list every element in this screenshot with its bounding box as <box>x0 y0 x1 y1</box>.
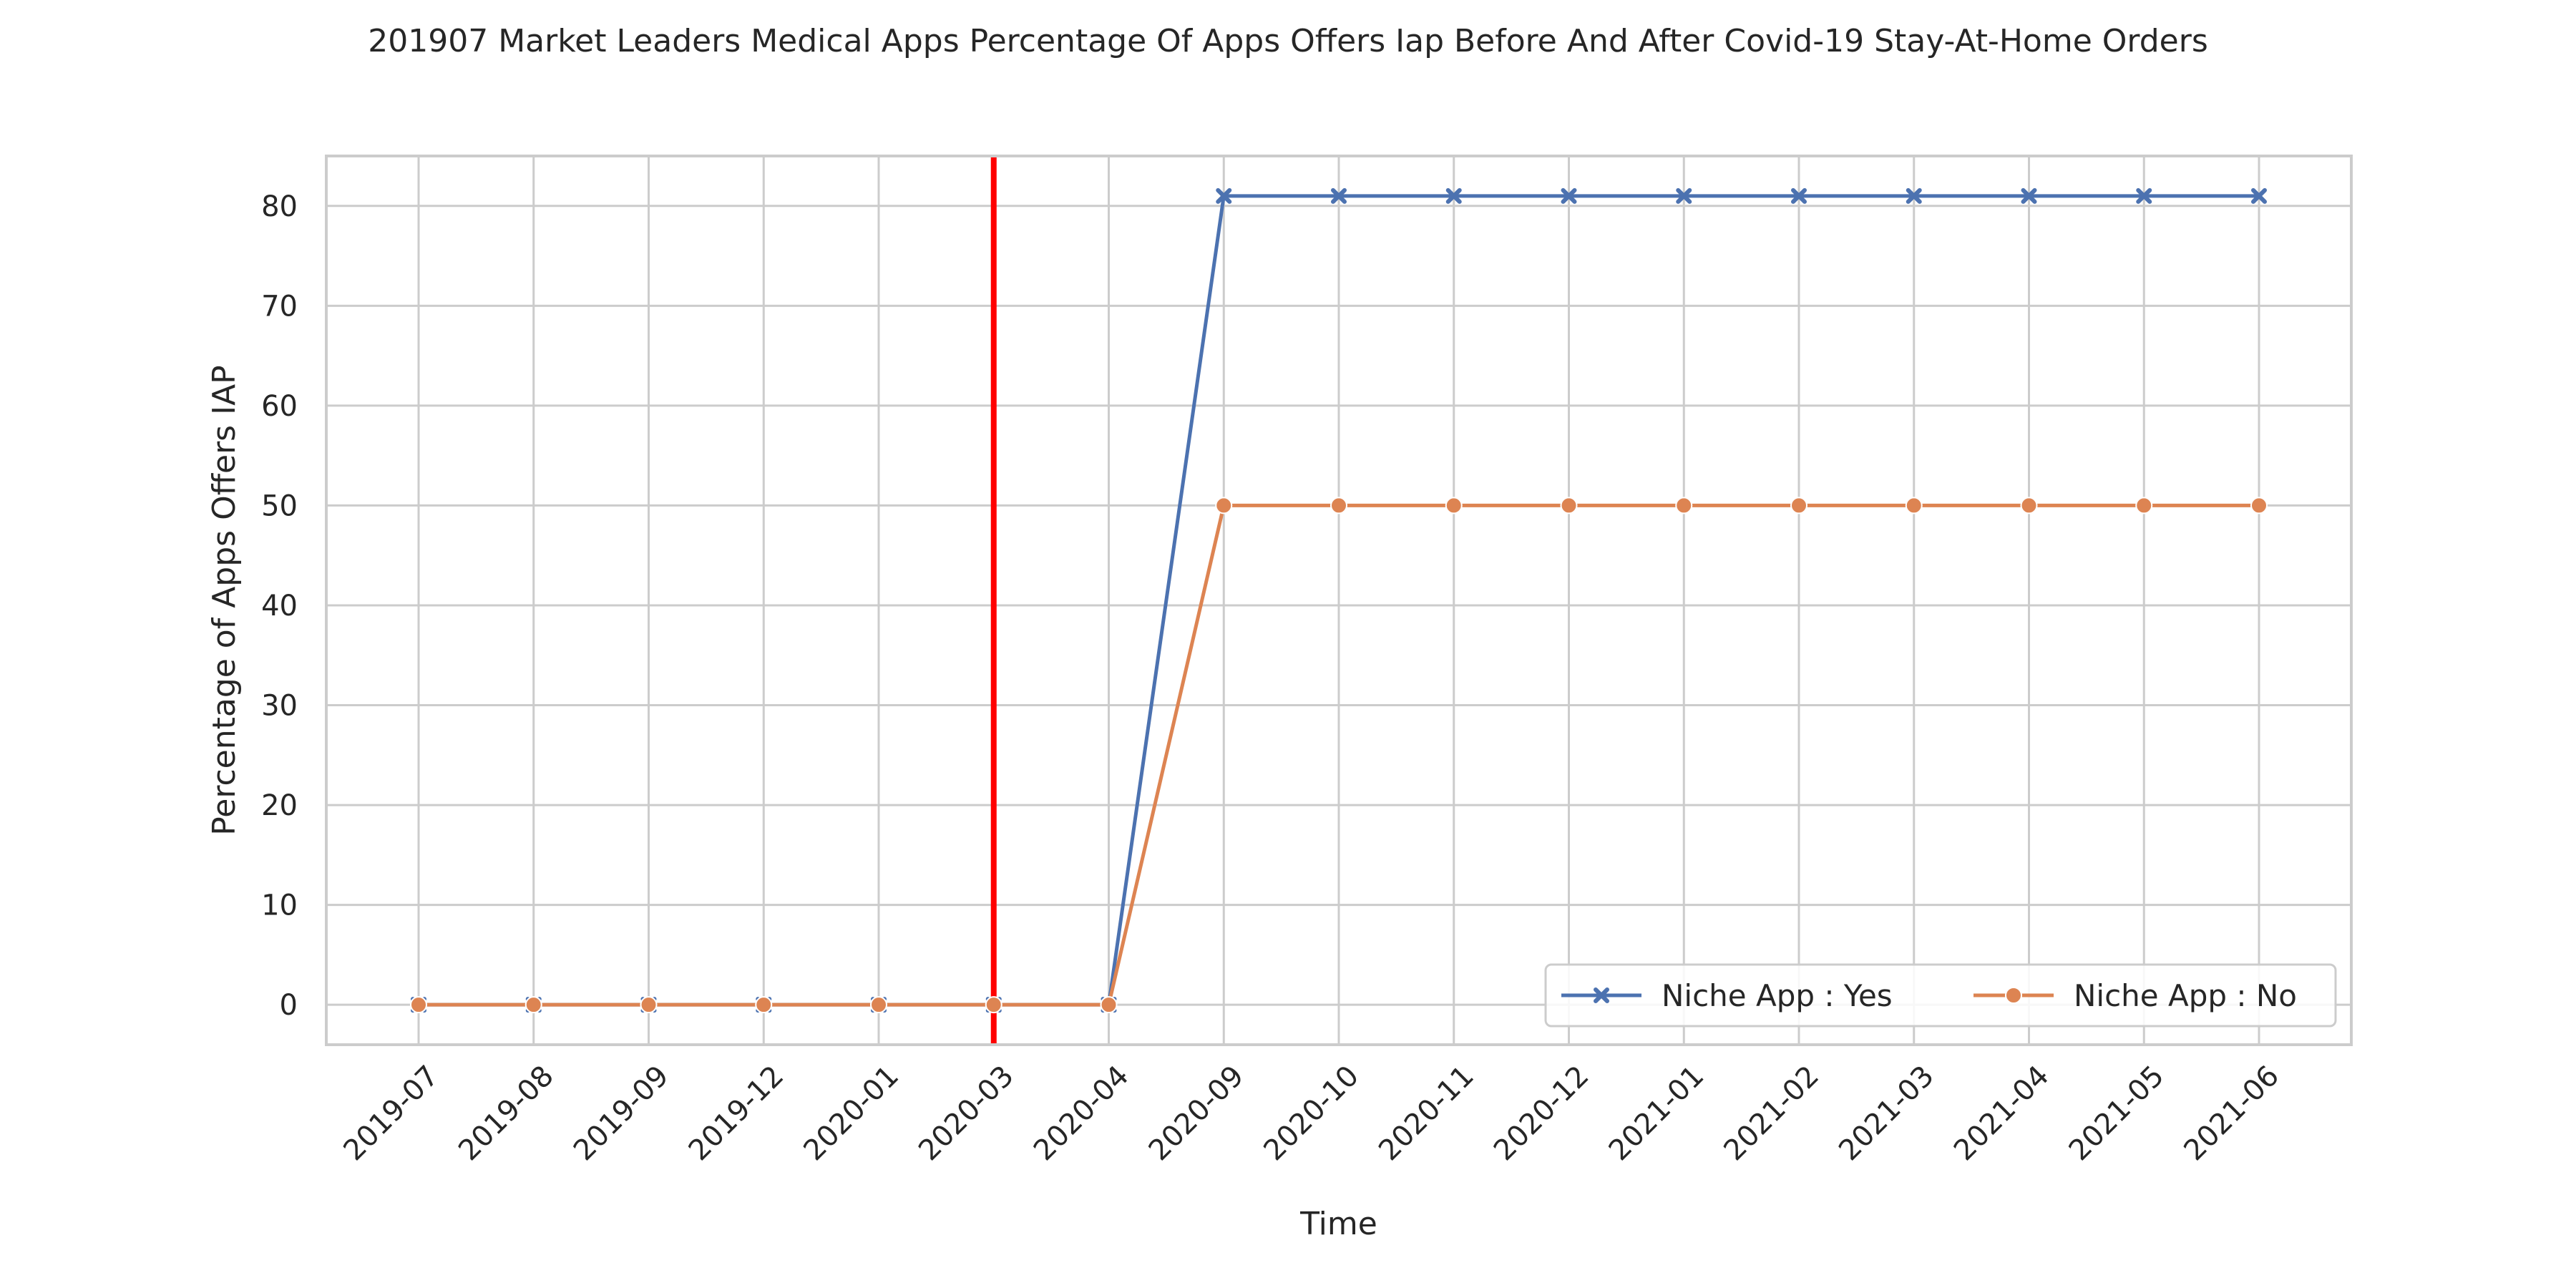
y-tick-label: 60 <box>261 390 298 423</box>
data-point-circle <box>2020 497 2038 514</box>
y-tick-label: 40 <box>261 590 298 623</box>
y-tick-label: 70 <box>261 290 298 323</box>
data-point-circle <box>525 996 542 1014</box>
legend-box <box>1544 963 2337 1028</box>
x-tick-label: 2020-10 <box>1257 1060 1365 1168</box>
legend: Niche App : Yes Niche App : No <box>1544 963 2337 1028</box>
data-point-circle <box>755 996 773 1014</box>
x-axis-ticks: 2019-07 2019-08 2019-09 2019-12 2020-01 2020-… <box>337 1060 2285 1168</box>
legend-label: Niche App : No <box>2074 978 2297 1013</box>
x-tick-label: 2020-03 <box>912 1060 1020 1168</box>
data-point-x <box>2251 187 2267 204</box>
y-tick-label: 20 <box>261 789 298 822</box>
data-point-x <box>2136 187 2152 204</box>
data-point-circle <box>1675 497 1693 514</box>
x-tick-label: 2020-04 <box>1028 1060 1136 1168</box>
legend-entry: Niche App : No <box>1974 978 2297 1013</box>
x-tick-label: 2019-08 <box>452 1060 560 1168</box>
x-tick-label: 2020-11 <box>1372 1060 1480 1168</box>
x-tick-label: 2020-09 <box>1143 1060 1251 1168</box>
y-tick-label: 80 <box>261 190 298 223</box>
data-point-circle <box>2250 497 2268 514</box>
x-tick-label: 2019-09 <box>567 1060 675 1168</box>
legend-marker-x <box>1594 987 1609 1003</box>
data-point-circle <box>985 996 1002 1014</box>
data-point-x <box>1216 187 1232 204</box>
x-tick-label: 2021-04 <box>1948 1060 2056 1168</box>
data-point-x <box>1906 187 1922 204</box>
data-point-circle <box>1905 497 1923 514</box>
data-point-circle <box>410 996 427 1014</box>
data-point-x <box>1561 187 1577 204</box>
y-tick-label: 10 <box>261 889 298 922</box>
y-axis-label: Percentage of Apps Offers IAP <box>206 365 243 835</box>
x-tick-label: 2020-01 <box>797 1060 905 1168</box>
gridlines <box>326 156 2351 1045</box>
series-layer <box>410 187 2268 1014</box>
legend-label: Niche App : Yes <box>1662 978 1893 1013</box>
data-point-x <box>1791 187 1807 204</box>
x-axis-label: Time <box>1299 1206 1377 1242</box>
y-axis-ticks: 0 10 20 30 40 50 60 70 80 <box>261 190 298 1022</box>
legend-marker-circle <box>2005 987 2022 1004</box>
data-point-circle <box>1560 497 1578 514</box>
y-tick-label: 50 <box>261 489 298 522</box>
x-tick-label: 2021-01 <box>1603 1060 1711 1168</box>
x-tick-label: 2021-05 <box>2063 1060 2171 1168</box>
x-tick-label: 2019-07 <box>337 1060 445 1168</box>
x-tick-label: 2020-12 <box>1488 1060 1596 1168</box>
data-point-x <box>1331 187 1347 204</box>
data-point-circle <box>870 996 887 1014</box>
data-point-circle <box>2135 497 2153 514</box>
data-point-circle <box>1100 996 1118 1014</box>
x-tick-label: 2021-06 <box>2177 1060 2285 1168</box>
chart-title: 201907 Market Leaders Medical Apps Perce… <box>368 23 2208 59</box>
data-point-circle <box>1790 497 1807 514</box>
plot-frame <box>325 155 2353 1046</box>
data-point-x <box>1445 187 1462 204</box>
data-point-circle <box>1445 497 1463 514</box>
y-tick-label: 0 <box>280 989 298 1022</box>
data-point-circle <box>640 996 658 1014</box>
x-tick-label: 2021-03 <box>1833 1060 1941 1168</box>
x-tick-label: 2021-02 <box>1717 1060 1825 1168</box>
data-point-circle <box>1215 497 1233 514</box>
series-group <box>410 497 2268 1014</box>
y-tick-label: 30 <box>261 690 298 723</box>
legend-entry: Niche App : Yes <box>1561 978 1893 1013</box>
data-point-x <box>2021 187 2037 204</box>
data-point-x <box>1676 187 1692 204</box>
data-point-circle <box>1330 497 1347 514</box>
x-tick-label: 2019-12 <box>683 1060 791 1168</box>
